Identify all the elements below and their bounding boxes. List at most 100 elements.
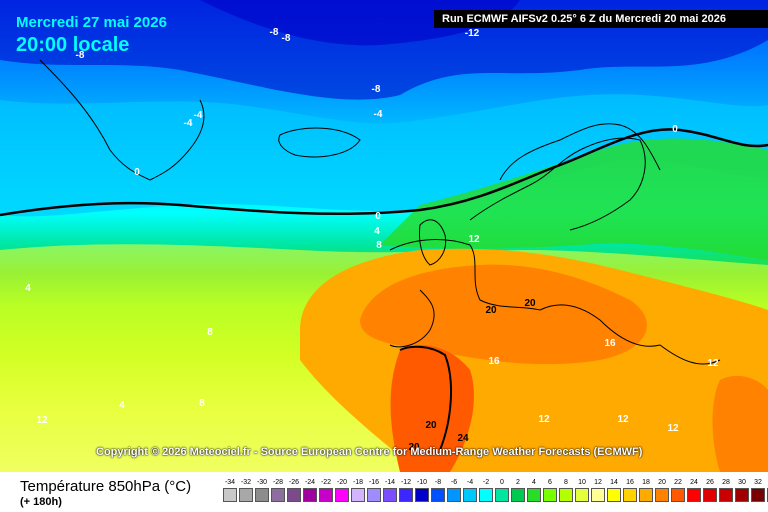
- scale-label: 14: [610, 479, 618, 486]
- scale-swatch: [447, 488, 461, 502]
- run-info: Run ECMWF AIFSv2 0.25° 6 Z du Mercredi 2…: [434, 10, 768, 28]
- scale-label: 20: [658, 479, 666, 486]
- scale-label: 24: [690, 479, 698, 486]
- scale-step: 14: [606, 478, 622, 502]
- scale-swatch: [383, 488, 397, 502]
- scale-label: -8: [434, 479, 442, 486]
- scale-label: -24: [304, 479, 316, 486]
- scale-step: -34: [222, 478, 238, 502]
- scale-swatch: [703, 488, 717, 502]
- scale-step: -26: [286, 478, 302, 502]
- isoline-label: -8: [269, 27, 279, 38]
- isoline-label: 8: [199, 398, 205, 409]
- isoline-label: 0: [375, 211, 381, 222]
- scale-step: -4: [462, 478, 478, 502]
- isoline-label: 8: [207, 327, 213, 338]
- scale-label: -14: [384, 479, 396, 486]
- scandinavia-coast: [469, 137, 646, 231]
- scale-step: 20: [654, 478, 670, 502]
- scale-step: 26: [702, 478, 718, 502]
- scale-step: -12: [398, 478, 414, 502]
- scale-swatch: [303, 488, 317, 502]
- scale-swatch: [511, 488, 525, 502]
- isoline-label: 20: [524, 298, 536, 309]
- scale-swatch: [479, 488, 493, 502]
- isoline-label: 12: [667, 423, 679, 434]
- scale-swatch: [639, 488, 653, 502]
- scale-swatch: [415, 488, 429, 502]
- scale-label: -30: [256, 479, 268, 486]
- isoline-label: 12: [617, 414, 629, 425]
- scale-step: 0: [494, 478, 510, 502]
- isoline-label: -4: [183, 118, 193, 129]
- scale-step: -8: [430, 478, 446, 502]
- scale-label: 30: [738, 479, 746, 486]
- zero-isotherm: [0, 128, 768, 217]
- isoline-label: 12: [538, 414, 550, 425]
- scale-step: -20: [334, 478, 350, 502]
- scale-label: 22: [674, 479, 682, 486]
- scale-label: 10: [578, 479, 586, 486]
- scale-label: 8: [564, 479, 568, 486]
- scale-label: 18: [642, 479, 650, 486]
- scale-swatch: [367, 488, 381, 502]
- scale-swatch: [431, 488, 445, 502]
- isoline-label: -4: [193, 110, 203, 121]
- scale-step: -32: [238, 478, 254, 502]
- scale-step: -6: [446, 478, 462, 502]
- scale-swatch: [287, 488, 301, 502]
- scale-swatch: [671, 488, 685, 502]
- scale-label: -22: [320, 479, 332, 486]
- isoline-label: 24: [457, 433, 469, 444]
- scale-swatch: [319, 488, 333, 502]
- iceland-coast: [278, 127, 361, 158]
- scale-swatch: [655, 488, 669, 502]
- scale-swatch: [351, 488, 365, 502]
- scale-swatch: [607, 488, 621, 502]
- scale-step: -18: [350, 478, 366, 502]
- isoline-label: 16: [488, 356, 500, 367]
- isoline-label: -4: [373, 109, 383, 120]
- scale-swatch: [271, 488, 285, 502]
- legend-subtitle: (+ 180h): [20, 496, 62, 508]
- scale-label: 6: [548, 479, 552, 486]
- isoline-label: 20: [485, 305, 497, 316]
- isoline-label: 16: [604, 338, 616, 349]
- scale-label: -2: [482, 479, 490, 486]
- scale-label: -16: [368, 479, 380, 486]
- scale-label: -4: [466, 479, 474, 486]
- isoline-label: 12: [468, 234, 480, 245]
- forecast-time: 20:00 locale: [16, 34, 130, 56]
- scale-step: 2: [510, 478, 526, 502]
- scale-step: 32: [750, 478, 766, 502]
- scale-label: -10: [416, 479, 428, 486]
- color-scale: -34 -32 -30 -28 -26 -24 -22 -20 -18 -16 -14 -12 -10-…: [222, 478, 768, 502]
- uk-coast: [419, 219, 447, 266]
- scale-swatch: [527, 488, 541, 502]
- scale-step: 4: [526, 478, 542, 502]
- scale-swatch: [335, 488, 349, 502]
- scale-swatch: [719, 488, 733, 502]
- scale-label: 28: [722, 479, 730, 486]
- scale-step: 8: [558, 478, 574, 502]
- temperature-map: Mercredi 27 mai 2026 20:00 locale Run EC…: [0, 0, 768, 472]
- legend-title: Température 850hPa (°C): [20, 478, 192, 495]
- temperature-field: [0, 0, 768, 472]
- isoline-label: -8: [281, 33, 291, 44]
- scale-step: 30: [734, 478, 750, 502]
- scale-step: -22: [318, 478, 334, 502]
- scale-swatch: [687, 488, 701, 502]
- copyright-text: Copyright © 2026 Meteociel.fr - Source E…: [96, 446, 643, 458]
- scale-swatch: [495, 488, 509, 502]
- scale-label: -28: [272, 479, 284, 486]
- scale-label: -6: [450, 479, 458, 486]
- scale-step: 10: [574, 478, 590, 502]
- scale-swatch: [543, 488, 557, 502]
- scale-swatch: [463, 488, 477, 502]
- scale-label: -18: [352, 479, 364, 486]
- greenland-coast: [39, 59, 205, 181]
- isoline-label: 0: [672, 124, 678, 135]
- scale-label: -32: [240, 479, 252, 486]
- scale-swatch: [751, 488, 765, 502]
- forecast-date: Mercredi 27 mai 2026: [16, 14, 167, 31]
